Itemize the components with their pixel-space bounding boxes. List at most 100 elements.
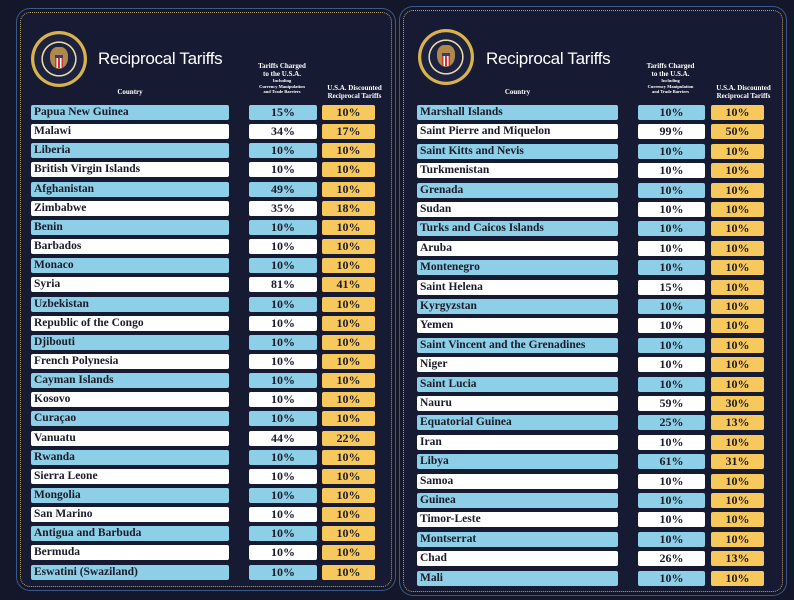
country-cell: Zimbabwe [31, 201, 229, 216]
discounted-tariff-cell: 10% [322, 335, 375, 350]
presidential-seal-icon [418, 29, 474, 85]
tariff-charged-cell: 10% [638, 474, 705, 489]
discounted-tariff-cell: 10% [711, 144, 764, 159]
tariff-charged-cell: 49% [249, 182, 317, 197]
tariff-charged-cell: 10% [638, 571, 705, 586]
charged-column-header: Tariffs Charged to the U.S.A. Including Cur… [245, 62, 319, 95]
country-cell: Turks and Caicos Islands [417, 221, 618, 236]
discounted-tariff-cell: 10% [322, 220, 375, 235]
discounted-tariff-cell: 10% [711, 474, 764, 489]
eagle-icon [50, 47, 68, 69]
discounted-tariff-cell: 10% [711, 163, 764, 178]
discounted-tariff-cell: 18% [322, 201, 375, 216]
country-column-header: Country [117, 88, 143, 96]
tariff-charged-cell: 10% [638, 512, 705, 527]
tariff-charged-cell: 10% [249, 488, 317, 503]
tariff-charged-cell: 10% [638, 163, 705, 178]
discounted-tariff-cell: 10% [711, 357, 764, 372]
discounted-tariff-cell: 10% [711, 260, 764, 275]
discounted-tariff-cell: 10% [322, 105, 375, 120]
discounted-tariff-cell: 10% [322, 411, 375, 426]
country-cell: Monaco [31, 258, 229, 273]
charged-header-subline: Currency Manipulation [647, 83, 694, 89]
charged-header-line: Tariffs Charged [646, 62, 695, 70]
country-cell: Republic of the Congo [31, 316, 229, 331]
tariff-charged-cell: 10% [249, 258, 317, 273]
tariff-charged-cell: 10% [638, 221, 705, 236]
tariff-charged-cell: 10% [249, 545, 317, 560]
country-cell: Guinea [417, 493, 618, 508]
country-cell: Bermuda [31, 545, 229, 560]
discounted-tariff-cell: 10% [711, 221, 764, 236]
charged-column-header: Tariffs Charged to the U.S.A. Including Cur… [634, 62, 707, 95]
country-cell: Djibouti [31, 335, 229, 350]
discounted-tariff-cell: 10% [711, 241, 764, 256]
presidential-seal-icon [31, 31, 87, 87]
discounted-tariff-cell: 10% [322, 143, 375, 158]
discounted-tariff-cell: 41% [322, 277, 375, 292]
tariff-charged-cell: 10% [249, 411, 317, 426]
country-cell: Aruba [417, 241, 618, 256]
discounted-tariff-cell: 10% [322, 526, 375, 541]
discounted-tariff-cell: 10% [711, 183, 764, 198]
tariff-panel-right: Reciprocal Tariffs Country Tariffs Charged… [403, 10, 783, 592]
discounted-tariff-cell: 10% [711, 105, 764, 120]
tariff-charged-cell: 10% [249, 354, 317, 369]
tariff-charged-cell: 99% [638, 124, 705, 139]
discounted-tariff-cell: 10% [322, 373, 375, 388]
tariff-charged-cell: 10% [249, 162, 317, 177]
discounted-tariff-cell: 13% [711, 415, 764, 430]
discounted-tariff-cell: 50% [711, 124, 764, 139]
discounted-tariff-cell: 10% [711, 202, 764, 217]
tariff-charged-cell: 10% [249, 469, 317, 484]
discounted-tariff-cell: 10% [322, 297, 375, 312]
country-cell: Saint Vincent and the Grenadines [417, 338, 618, 353]
tariff-charged-cell: 44% [249, 431, 317, 446]
country-cell: Afghanistan [31, 182, 229, 197]
country-cell: Papua New Guinea [31, 105, 229, 120]
tariff-charged-cell: 61% [638, 454, 705, 469]
country-cell: Mongolia [31, 488, 229, 503]
charged-header-line: to the U.S.A. [651, 69, 690, 78]
tariff-charged-cell: 10% [638, 202, 705, 217]
country-cell: Montenegro [417, 260, 618, 275]
tariff-charged-cell: 10% [249, 565, 317, 580]
tariff-charged-cell: 15% [638, 280, 705, 295]
discounted-tariff-cell: 10% [711, 377, 764, 392]
charged-header-subline: Currency Manipulation [259, 83, 305, 89]
discounted-header-line: U.S.A. Discounted [716, 84, 771, 92]
country-column-header: Country [504, 88, 531, 96]
country-cell: Rwanda [31, 450, 229, 465]
discounted-tariff-cell: 10% [711, 299, 764, 314]
discounted-tariff-cell: 31% [711, 454, 764, 469]
tariff-charged-cell: 10% [638, 144, 705, 159]
discounted-tariff-cell: 10% [711, 571, 764, 586]
tariff-charged-cell: 10% [638, 435, 705, 450]
country-cell: Niger [417, 357, 618, 372]
discounted-tariff-cell: 10% [711, 532, 764, 547]
tariff-charged-cell: 25% [638, 415, 705, 430]
tariff-charged-cell: 10% [638, 377, 705, 392]
tariff-panel-left: Reciprocal Tariffs Country Tariffs Charged… [20, 12, 392, 587]
tariff-charged-cell: 35% [249, 201, 317, 216]
discounted-tariff-cell: 10% [322, 469, 375, 484]
discounted-header-line: Reciprocal Tariffs [716, 91, 771, 100]
tariff-charged-cell: 10% [638, 260, 705, 275]
discounted-tariff-cell: 10% [322, 565, 375, 580]
discounted-tariff-cell: 10% [711, 512, 764, 527]
tariff-charged-cell: 10% [638, 357, 705, 372]
discounted-tariff-cell: 10% [711, 280, 764, 295]
discounted-column-header: U.S.A. Discounted Reciprocal Tariffs [321, 84, 388, 100]
country-cell: Samoa [417, 474, 618, 489]
eagle-icon [437, 45, 455, 67]
discounted-tariff-cell: 10% [322, 450, 375, 465]
charged-header-subline: and Trade Barriers [651, 89, 690, 95]
tariff-charged-cell: 10% [638, 299, 705, 314]
tariff-charged-cell: 10% [249, 143, 317, 158]
tariff-charged-cell: 10% [249, 239, 317, 254]
tariff-charged-cell: 15% [249, 105, 317, 120]
discounted-tariff-cell: 13% [711, 551, 764, 566]
tariff-charged-cell: 10% [638, 105, 705, 120]
country-cell: Libya [417, 454, 618, 469]
discounted-header-line: Reciprocal Tariffs [327, 91, 382, 100]
